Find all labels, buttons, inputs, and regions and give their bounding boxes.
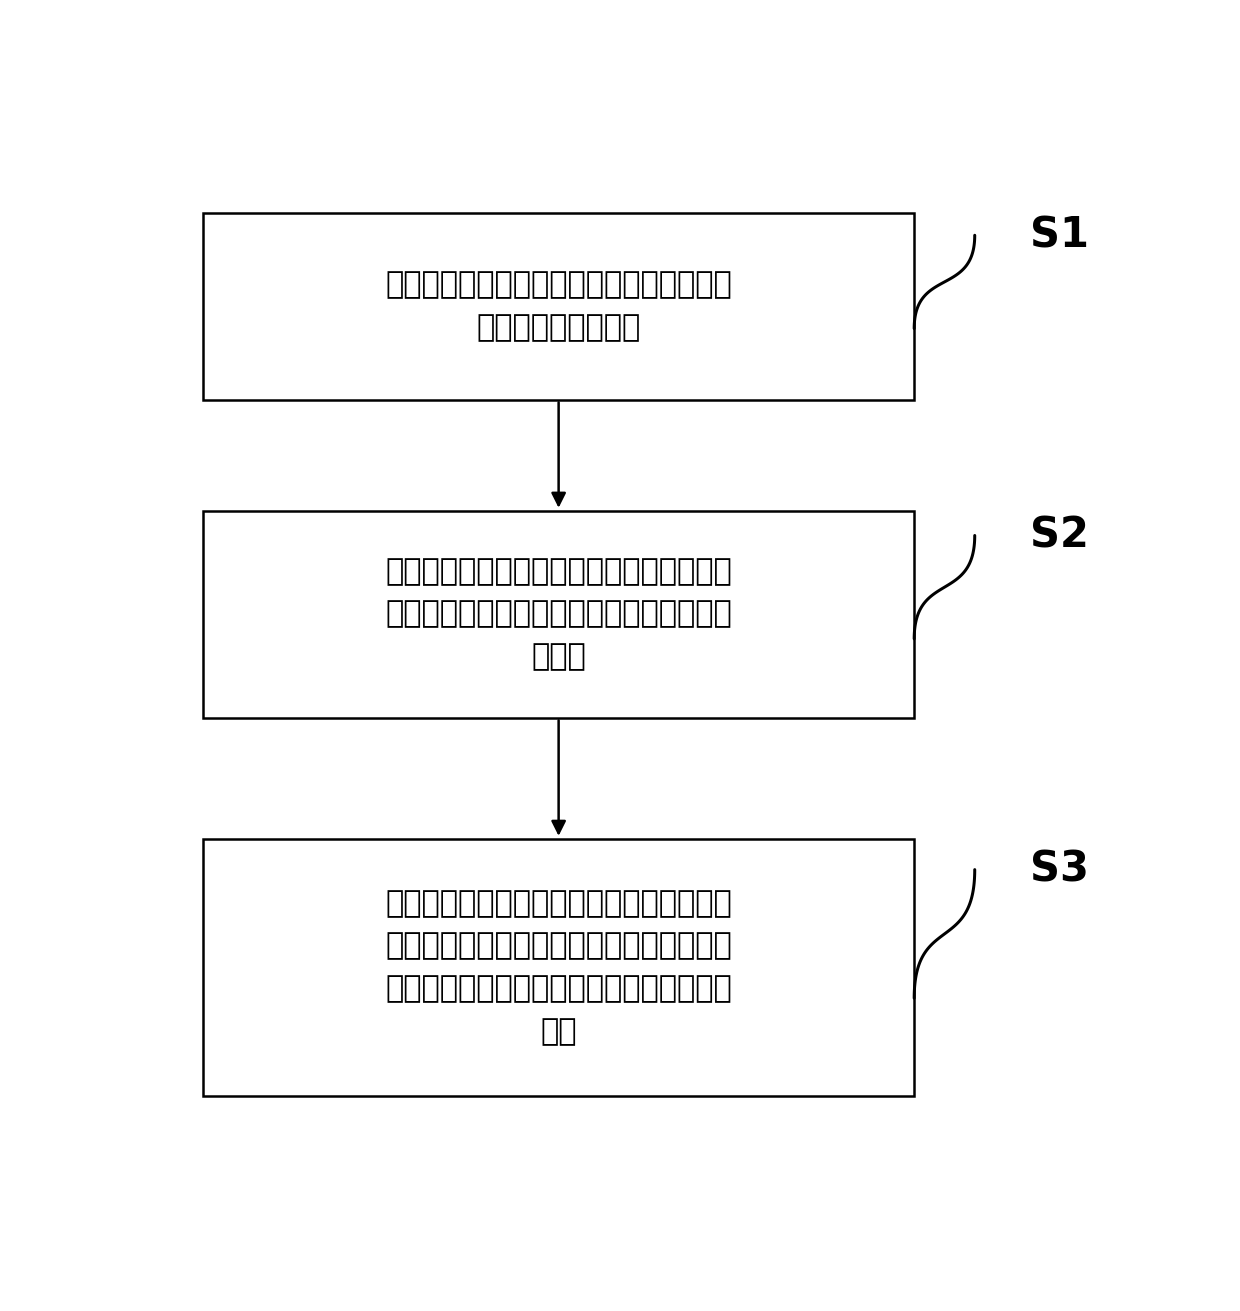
Text: 基于变频空调的压缩机的型号，获取变频空
调的压缩机的电机参数和控制参数，用于变
频空调的变频控制器对变频空调的压缩机的
控制: 基于变频空调的压缩机的型号，获取变频空 调的压缩机的电机参数和控制参数，用于变 … [386,889,732,1046]
Text: S1: S1 [1029,214,1089,256]
Text: S2: S2 [1029,514,1089,556]
FancyBboxPatch shape [203,510,914,717]
FancyBboxPatch shape [203,839,914,1096]
FancyBboxPatch shape [203,212,914,400]
Text: 将局部特征参数与预存的多个型号压缩机的
电机参数进行匹配，得到变频空调的压缩机
的型号: 将局部特征参数与预存的多个型号压缩机的 电机参数进行匹配，得到变频空调的压缩机 … [386,557,732,671]
Text: S3: S3 [1029,848,1089,890]
Text: 依据变频空调的电气参数辨识变频空调的压
缩机的局部特征参数: 依据变频空调的电气参数辨识变频空调的压 缩机的局部特征参数 [386,270,732,342]
